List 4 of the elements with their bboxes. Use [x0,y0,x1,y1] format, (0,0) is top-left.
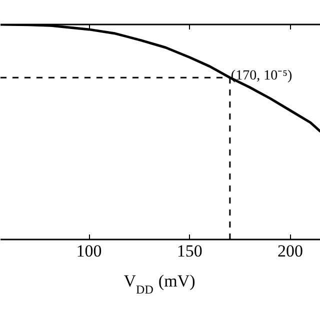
x-tick-label: 150 [176,242,202,260]
x-tick-label: 100 [76,242,102,260]
annotation: (170, 10⁻⁵) [230,68,292,84]
x-tick-label: 200 [278,242,304,260]
